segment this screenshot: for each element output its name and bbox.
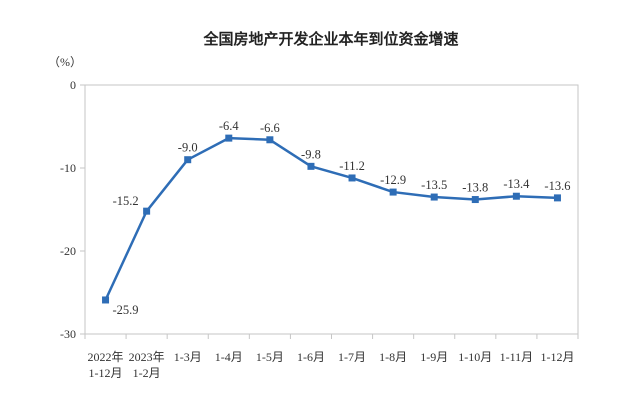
x-tick-label: 1-4月 <box>215 350 243 364</box>
x-tick-label: 1-8月 <box>379 350 407 364</box>
data-point <box>266 136 274 144</box>
data-point-label: -6.6 <box>260 121 280 135</box>
y-axis-unit-label: （%） <box>48 55 82 69</box>
x-tick-label: 1-11月 <box>500 350 534 364</box>
data-point-label: -13.5 <box>421 178 447 192</box>
data-point-label: -12.9 <box>380 173 406 187</box>
series-layer: -25.9 -15.2 -9.0 -6.4 -6.6 -9.8 -11.2 -12.9 -13.… <box>102 119 570 317</box>
x-tick-label: 2023年 1-2月 <box>129 350 165 380</box>
data-point <box>307 162 315 170</box>
data-point <box>512 192 520 200</box>
data-point-label: -9.8 <box>301 147 321 161</box>
data-point <box>389 188 397 196</box>
data-point <box>225 134 233 142</box>
data-point-label: -13.8 <box>462 181 488 195</box>
data-point-label: -13.4 <box>503 177 530 191</box>
x-tick-label: 2022年 1-12月 <box>88 350 124 380</box>
y-tick-label: -10 <box>60 161 76 175</box>
data-point-label: -13.6 <box>544 179 570 193</box>
data-point <box>430 193 438 201</box>
x-tick-label: 1-3月 <box>174 350 202 364</box>
x-tick-label: 1-12月 <box>540 350 574 364</box>
data-point <box>102 296 110 304</box>
data-point-label: -11.2 <box>339 159 365 173</box>
data-point-label: -9.0 <box>178 141 198 155</box>
data-point-label: -25.9 <box>113 303 139 317</box>
x-tick-label: 1-10月 <box>458 350 492 364</box>
y-tick-label: 0 <box>70 78 76 92</box>
data-point <box>184 156 192 164</box>
plot-area-border <box>84 84 579 335</box>
data-point <box>348 174 356 182</box>
x-tick-label: 1-9月 <box>420 350 448 364</box>
x-tick-label: 1-5月 <box>256 350 284 364</box>
x-tick-label: 1-7月 <box>338 350 366 364</box>
data-point <box>143 207 151 215</box>
data-point <box>471 196 479 204</box>
data-point-label: -15.2 <box>113 194 139 208</box>
y-tick-label: -30 <box>60 327 76 341</box>
y-tick-label: -20 <box>60 244 76 258</box>
data-point-label: -6.4 <box>219 119 240 133</box>
data-point <box>553 194 561 202</box>
chart-title: 全国房地产开发企业本年到位资金增速 <box>202 30 458 48</box>
x-tick-label: 1-6月 <box>297 350 325 364</box>
series-line <box>104 136 559 302</box>
